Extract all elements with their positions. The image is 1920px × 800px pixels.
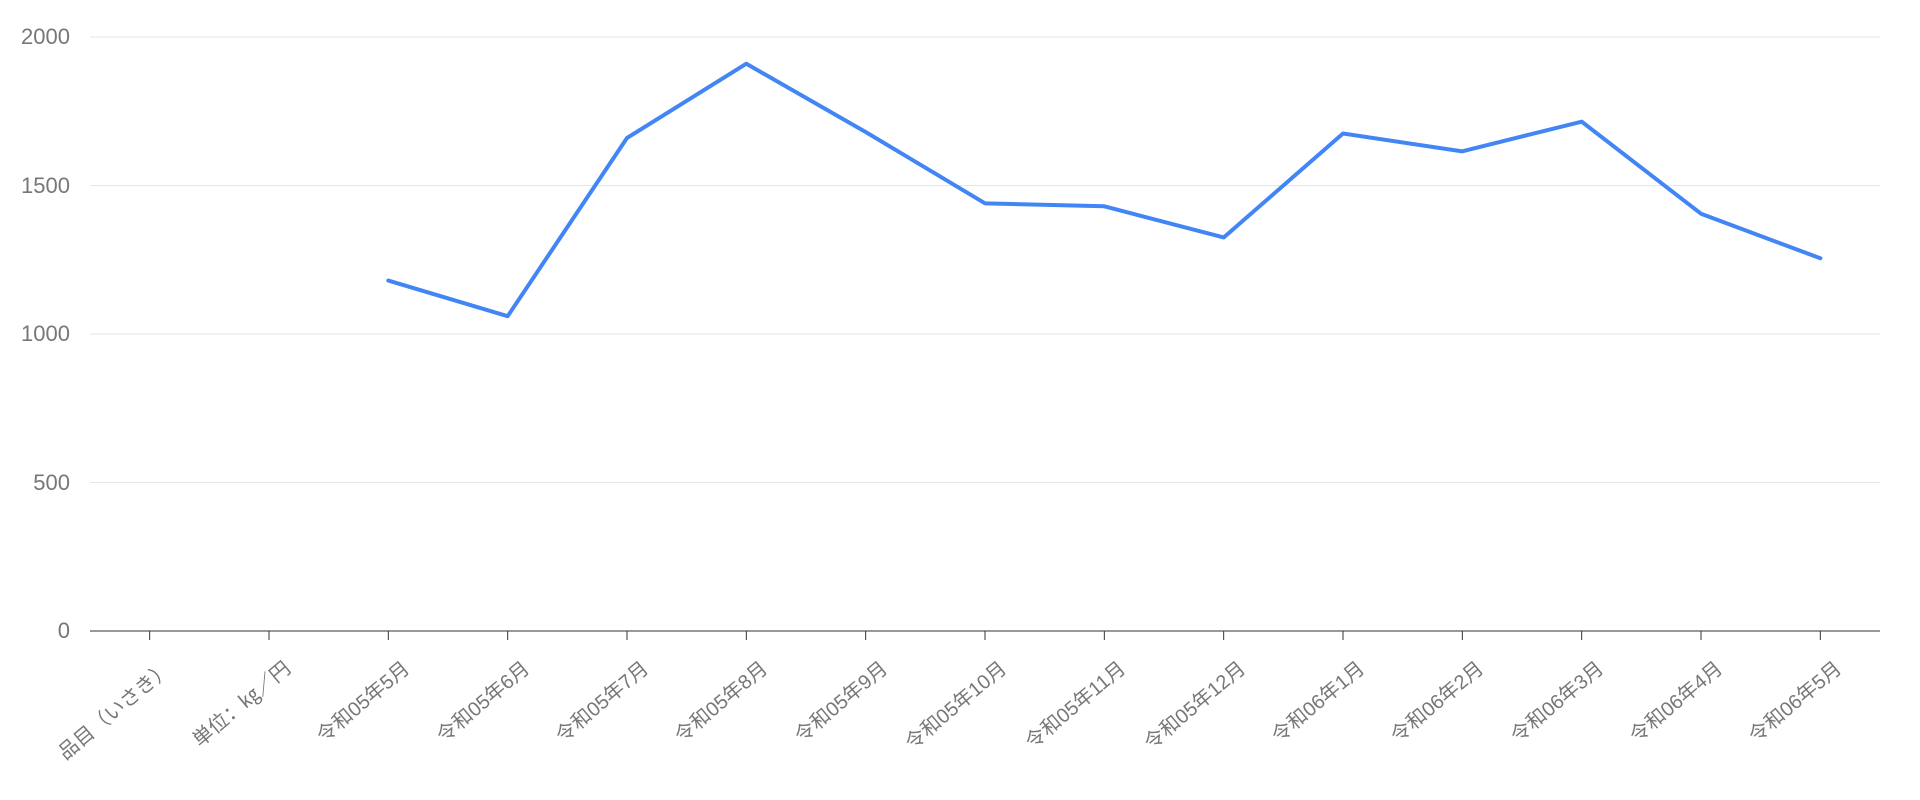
y-tick-label: 1000 — [21, 321, 70, 347]
y-tick-label: 1500 — [21, 173, 70, 199]
y-tick-label: 0 — [58, 618, 70, 644]
series-line — [388, 64, 1820, 316]
line-chart: 0500100015002000品目（いさき）単位：㎏／円令和05年5月令和05… — [0, 0, 1920, 800]
y-tick-label: 500 — [33, 470, 70, 496]
y-tick-label: 2000 — [21, 24, 70, 50]
